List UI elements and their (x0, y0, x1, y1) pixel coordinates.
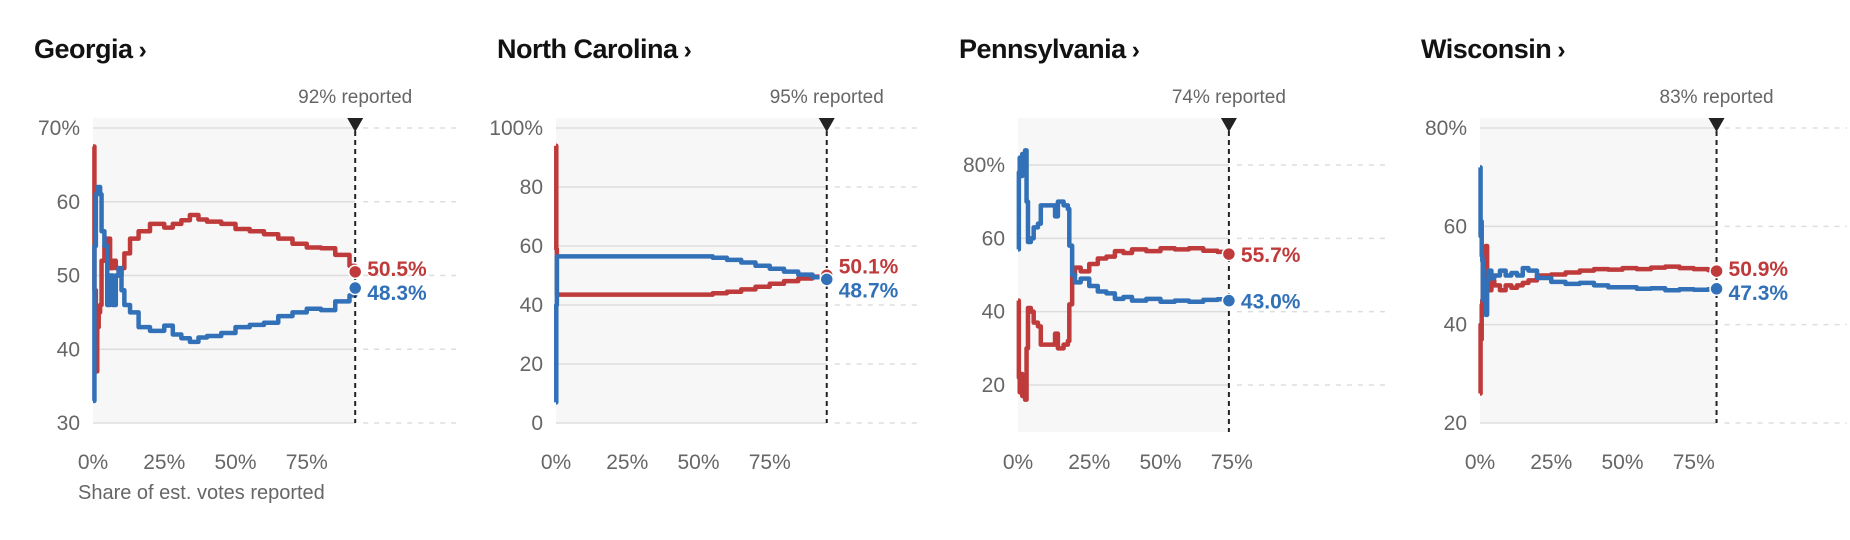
y-tick-label: 60 (982, 227, 1005, 250)
series-end-dot-dem (819, 272, 834, 287)
series-end-dot-rep (1709, 263, 1724, 279)
y-tick-label: 70% (38, 117, 80, 140)
chart-panel-wisconsin: Wisconsin › 80% 60 40 20 0% 25% 50% 75% 83% repor… (1387, 0, 1847, 540)
series-line-dem (1478, 165, 1719, 318)
series-line-rep (1016, 245, 1232, 402)
chart-svg: 80% 60 40 20 0% 25% 50% 75% 83% reported 50.9%47.… (1425, 87, 1847, 474)
x-tick-label: 0% (1465, 451, 1495, 474)
series-line-rep (554, 143, 829, 297)
x-tick-label: 25% (143, 451, 185, 474)
reported-label: 92% reported (298, 87, 412, 108)
chart-panel-pennsylvania: Pennsylvania › 80% 60 40 20 0% 25% 50% 75% 74% re… (925, 0, 1385, 540)
reported-marker-triangle (1220, 118, 1237, 132)
series-end-label-dem: 43.0% (1241, 291, 1301, 314)
x-tick-label: 50% (677, 451, 719, 474)
y-tick-label: 100% (489, 117, 543, 140)
reported-label: 83% reported (1660, 87, 1774, 108)
y-tick-label: 80% (963, 154, 1005, 177)
series-end-label-dem: 47.3% (1729, 282, 1789, 305)
series-end-label-rep: 50.1% (839, 255, 899, 278)
x-tick-label: 75% (286, 451, 328, 474)
series-line-rep (92, 144, 358, 374)
x-tick-label: 75% (1211, 451, 1253, 474)
series-line-dem (1016, 148, 1232, 305)
y-tick-label: 20 (1444, 412, 1467, 435)
x-tick-label: 50% (1139, 451, 1181, 474)
series-end-label-rep: 50.5% (367, 258, 427, 281)
y-tick-label: 20 (520, 353, 543, 376)
x-tick-label: 75% (1673, 451, 1715, 474)
y-tick-label: 40 (520, 294, 543, 317)
series-end-label-rep: 55.7% (1241, 244, 1301, 267)
x-axis-caption: Share of est. votes reported (78, 482, 325, 504)
series-line-dem (554, 254, 829, 405)
reported-region-shade (1018, 118, 1229, 432)
y-tick-label: 50 (57, 265, 80, 288)
x-tick-label: 25% (1530, 451, 1572, 474)
x-tick-label: 0% (1003, 451, 1033, 474)
y-tick-label: 60 (520, 235, 543, 258)
series-end-label-dem: 48.3% (367, 282, 427, 305)
series-line-dem (92, 184, 358, 404)
reported-label: 74% reported (1172, 87, 1286, 108)
chart-svg: 80% 60 40 20 0% 25% 50% 75% 74% reported 55.7% 43.… (963, 87, 1385, 474)
state-title-link[interactable]: Georgia › (34, 34, 147, 64)
y-tick-label: 60 (1444, 215, 1467, 238)
series-end-dot-dem (1221, 293, 1237, 308)
y-tick-label: 40 (57, 338, 80, 361)
x-tick-label: 50% (1601, 451, 1643, 474)
y-tick-label: 0 (531, 412, 543, 435)
y-tick-label: 40 (1444, 314, 1467, 337)
y-tick-label: 20 (982, 374, 1005, 397)
y-tick-label: 80 (520, 176, 543, 199)
state-title-link[interactable]: Wisconsin › (1421, 34, 1566, 64)
reported-region-shade (93, 118, 356, 423)
state-title-link[interactable]: North Carolina › (497, 34, 692, 64)
series-end-dot-dem (1709, 281, 1724, 297)
x-tick-label: 50% (214, 451, 256, 474)
series-end-dot-rep (1221, 246, 1237, 262)
y-tick-label: 60 (57, 191, 80, 214)
chart-svg: 100% 80 60 40 20 0 0% 25% 50% 75% 95% reported 50.1… (489, 87, 923, 474)
reported-marker-triangle (818, 118, 835, 132)
y-tick-label: 40 (982, 301, 1005, 324)
state-title-link[interactable]: Pennsylvania › (959, 34, 1140, 64)
reported-label: 95% reported (770, 87, 884, 108)
reported-marker-triangle (347, 118, 364, 132)
x-tick-label: 0% (78, 451, 108, 474)
series-end-dot-rep (347, 264, 363, 280)
chart-panel-north-carolina: North Carolina › 100% 80 60 40 20 0 0% 25% 50% 75%… (463, 0, 923, 540)
series-end-dot-dem (347, 280, 363, 296)
chart-svg: 70% 60 50 40 30 0% 25% 50% 75% 92% reported 50.5%4… (38, 87, 460, 474)
x-tick-label: 25% (1068, 451, 1110, 474)
y-tick-label: 30 (57, 412, 80, 435)
chart-panel-georgia: Georgia › 70% 60 50 40 30 0% 25% 50% 75% 92% repor… (0, 0, 460, 540)
reported-marker-triangle (1708, 118, 1725, 132)
x-tick-label: 25% (606, 451, 648, 474)
series-end-label-rep: 50.9% (1729, 258, 1789, 281)
x-tick-label: 75% (749, 451, 791, 474)
y-tick-label: 80% (1425, 117, 1467, 140)
series-end-label-dem: 48.7% (839, 279, 899, 302)
x-tick-label: 0% (541, 451, 571, 474)
